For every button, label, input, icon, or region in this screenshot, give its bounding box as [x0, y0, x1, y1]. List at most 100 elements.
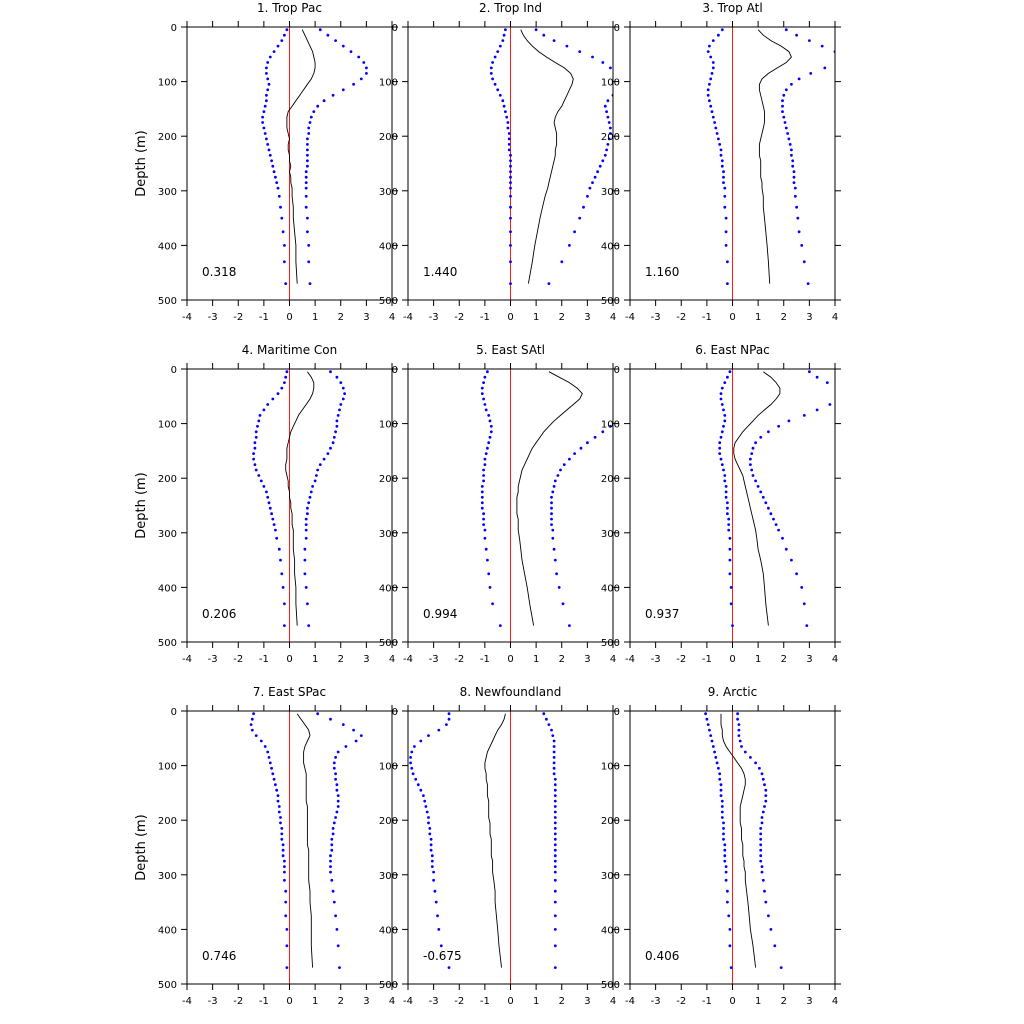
upper-bound-point	[759, 854, 763, 858]
mean-profile-line	[484, 713, 506, 968]
x-tick-label: -4	[403, 654, 413, 665]
lower-bound-point	[447, 717, 451, 721]
upper-bound-point	[609, 132, 612, 135]
upper-bound-point	[740, 745, 743, 748]
lower-bound-point	[724, 870, 728, 874]
upper-bound-point	[547, 282, 551, 285]
lower-bound-point	[276, 44, 280, 48]
x-tick-label: -1	[259, 654, 269, 665]
upper-bound-point	[307, 260, 311, 264]
panel-frame	[629, 710, 836, 985]
upper-bound-point	[326, 33, 330, 37]
upper-bound-point	[759, 435, 763, 439]
lower-bound-point	[276, 794, 280, 797]
upper-bound-point	[304, 205, 308, 209]
lower-bound-point	[507, 132, 511, 135]
upper-bound-point	[749, 756, 752, 759]
upper-bound-point	[802, 414, 806, 417]
lower-bound-point	[509, 244, 512, 247]
upper-bound-point	[800, 586, 804, 589]
upper-bound-point	[336, 944, 340, 948]
lower-bound-point	[496, 50, 500, 53]
lower-bound-point	[254, 734, 258, 737]
y-tick-label: 500	[379, 296, 398, 307]
upper-bound-point	[601, 61, 605, 64]
lower-bound-point	[714, 756, 718, 759]
upper-bound-point	[609, 126, 612, 130]
lower-bound-point	[263, 745, 267, 748]
lower-bound-point	[434, 900, 438, 904]
x-tick-label: -2	[676, 312, 686, 323]
upper-bound-point	[550, 501, 553, 505]
x-tick-label: 2	[338, 312, 344, 323]
upper-bound-point	[573, 452, 576, 455]
x-tick-label: -1	[259, 312, 269, 323]
upper-bound-point	[774, 523, 778, 526]
lower-bound-point	[284, 914, 288, 918]
lower-bound-point	[480, 485, 484, 488]
upper-bound-point	[782, 115, 786, 119]
upper-bound-point	[839, 398, 842, 401]
x-tick-label: -3	[429, 312, 439, 323]
lower-bound-point	[257, 419, 261, 423]
upper-bound-point	[553, 479, 557, 483]
lower-bound-point	[284, 375, 288, 379]
upper-bound-point	[593, 435, 597, 439]
lower-bound-point	[491, 77, 494, 81]
lower-bound-point	[277, 805, 281, 808]
upper-bound-point	[306, 512, 309, 516]
lower-bound-point	[432, 870, 435, 874]
lower-bound-point	[283, 870, 286, 874]
upper-bound-point	[561, 602, 565, 606]
upper-bound-point	[809, 72, 813, 75]
lower-bound-point	[719, 457, 723, 461]
panel-value-label: 0.746	[202, 949, 236, 963]
lower-bound-point	[419, 788, 423, 792]
lower-bound-point	[422, 794, 425, 797]
upper-bound-point	[332, 435, 336, 439]
upper-bound-point	[737, 728, 741, 732]
x-tick-label: 3	[806, 654, 812, 665]
lower-bound-point	[509, 216, 512, 220]
lower-bound-point	[425, 810, 429, 814]
lower-bound-point	[424, 805, 428, 808]
upper-bound-point	[307, 501, 311, 505]
lower-bound-point	[488, 435, 492, 439]
lower-bound-point	[719, 794, 723, 797]
upper-bound-point	[607, 137, 611, 141]
x-tick-label: 1	[755, 996, 761, 1007]
upper-bound-point	[304, 523, 308, 526]
upper-bound-point	[331, 827, 335, 830]
lower-bound-point	[728, 928, 732, 931]
lower-bound-point	[423, 799, 427, 803]
x-tick-label: 4	[832, 996, 838, 1007]
lower-bound-point	[719, 397, 723, 401]
x-tick-label: -2	[233, 312, 243, 323]
upper-bound-point	[329, 865, 332, 868]
lower-bound-point	[271, 397, 275, 401]
y-tick-label: 300	[158, 871, 177, 882]
lower-bound-point	[263, 132, 267, 135]
upper-bound-point	[767, 430, 770, 434]
upper-bound-point	[542, 33, 546, 37]
lower-bound-point	[410, 766, 414, 770]
upper-bound-point	[841, 56, 844, 59]
lower-bound-point	[284, 282, 288, 285]
lower-bound-point	[728, 370, 732, 374]
x-tick-label: -1	[702, 312, 712, 323]
y-tick-label: 400	[379, 583, 398, 594]
plot-area	[252, 370, 346, 627]
lower-bound-point	[496, 88, 500, 92]
lower-bound-point	[720, 805, 724, 808]
upper-bound-point	[553, 816, 557, 819]
upper-bound-point	[751, 474, 755, 477]
upper-bound-point	[777, 528, 780, 532]
lower-bound-point	[252, 457, 256, 461]
lower-bound-point	[723, 843, 727, 847]
lower-bound-point	[509, 230, 512, 234]
lower-bound-point	[284, 900, 288, 904]
lower-bound-point	[717, 766, 720, 770]
y-tick-label: 300	[601, 187, 620, 198]
y-tick-label: 0	[171, 23, 177, 34]
upper-bound-point	[764, 900, 768, 904]
